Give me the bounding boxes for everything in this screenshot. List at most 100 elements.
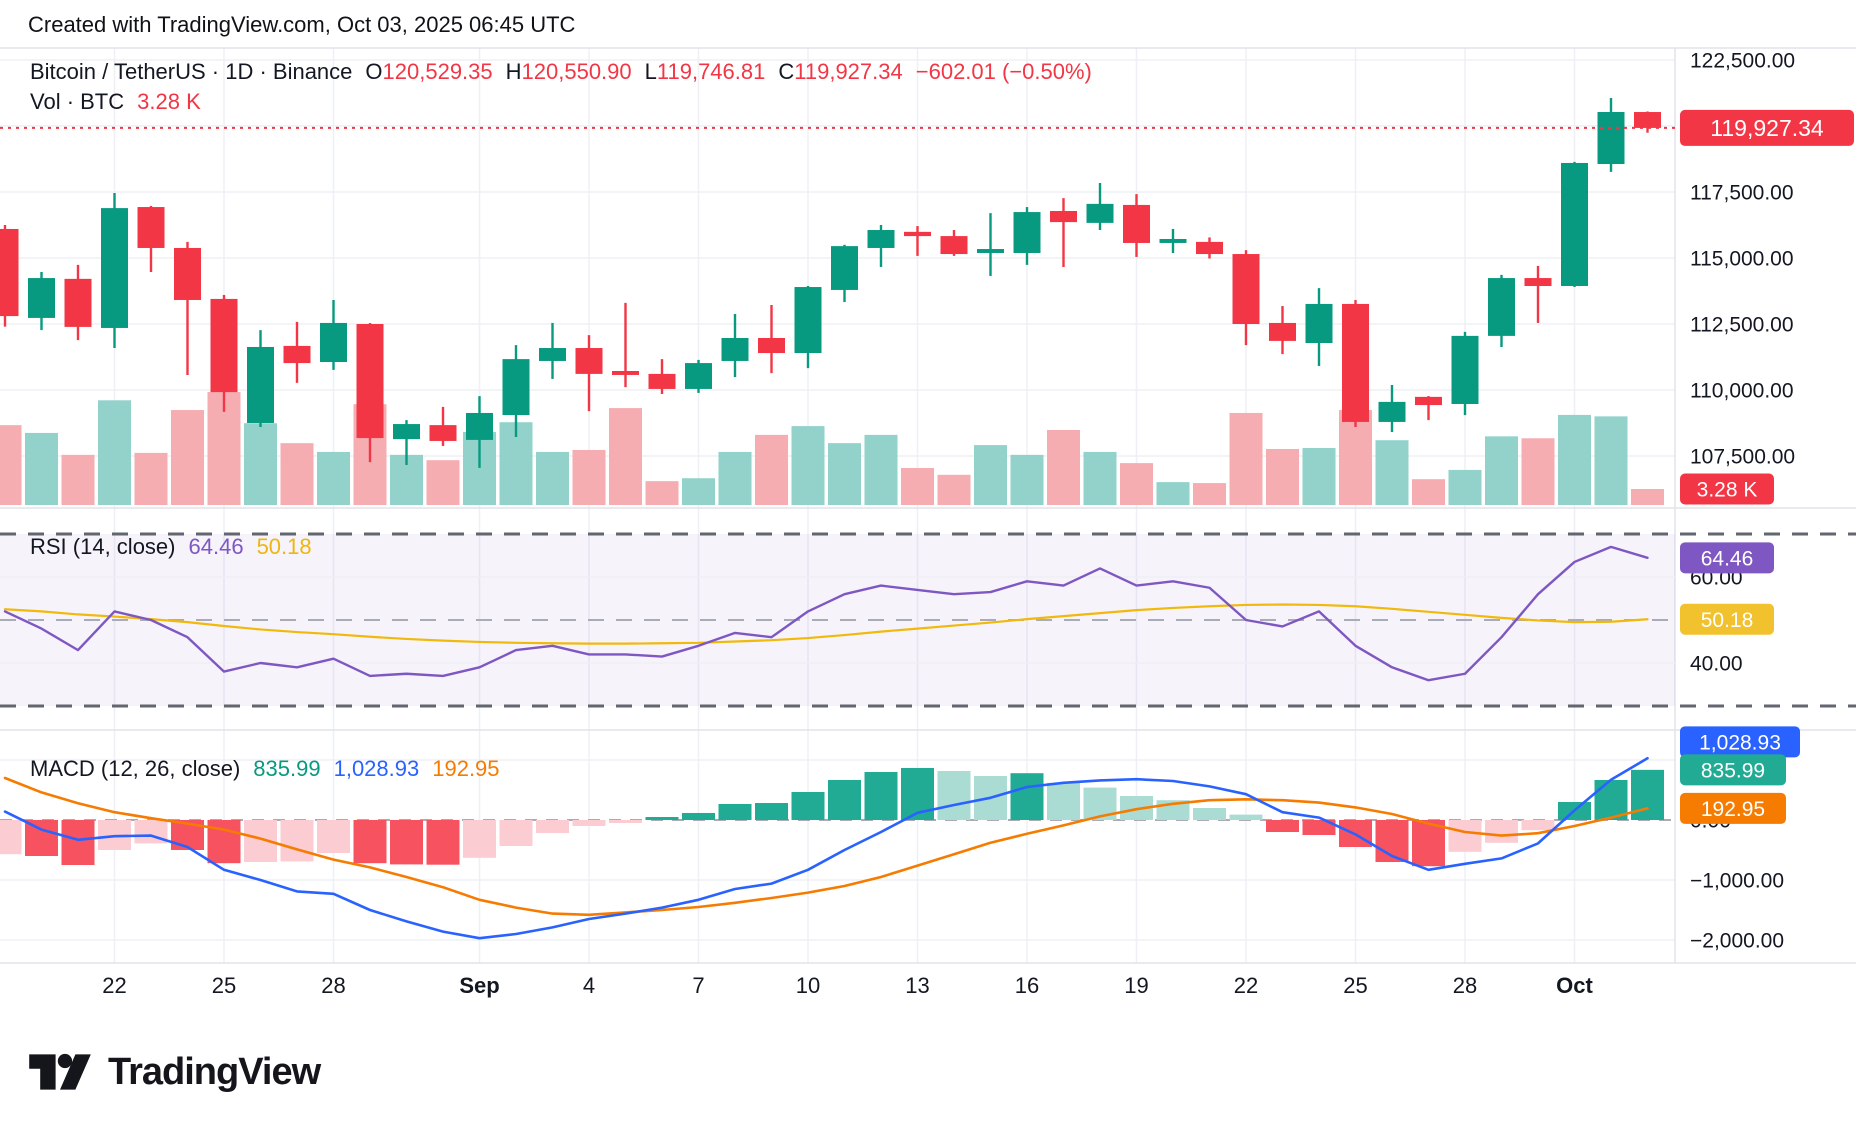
macd-histogram-bar[interactable]: [755, 803, 788, 820]
macd-histogram-bar[interactable]: [0, 820, 22, 855]
candle-body[interactable]: [1086, 203, 1114, 223]
volume-bar[interactable]: [1412, 479, 1445, 505]
x-axis-label[interactable]: 16: [1015, 973, 1039, 998]
macd-histogram-bar[interactable]: [572, 820, 606, 826]
volume-bar[interactable]: [98, 400, 131, 505]
candle-body[interactable]: [867, 230, 895, 248]
volume-bar[interactable]: [755, 434, 788, 505]
x-axis-label[interactable]: 10: [796, 973, 820, 998]
macd-histogram-bar[interactable]: [718, 803, 752, 820]
candle-body[interactable]: [502, 359, 530, 416]
volume-bar[interactable]: [244, 423, 277, 505]
macd-legend[interactable]: MACD (12, 26, close) 835.99 1,028.93 192…: [30, 756, 500, 782]
candles-layer[interactable]: [0, 98, 1661, 468]
volume-bar[interactable]: [1193, 483, 1226, 505]
volume-bar[interactable]: [1448, 469, 1482, 505]
candle-body[interactable]: [721, 337, 749, 361]
macd-histogram-bar[interactable]: [864, 772, 898, 820]
macd-histogram-bar[interactable]: [390, 820, 423, 865]
candle-body[interactable]: [1196, 241, 1223, 255]
candle-body[interactable]: [1232, 254, 1260, 324]
candle-body[interactable]: [539, 348, 566, 361]
x-axis-label[interactable]: 13: [905, 973, 929, 998]
macd-histogram-bar[interactable]: [61, 820, 95, 865]
symbol-title[interactable]: Bitcoin / TetherUS · 1D · Binance: [30, 59, 353, 84]
candle-body[interactable]: [320, 322, 347, 363]
x-axis-label[interactable]: 19: [1124, 973, 1148, 998]
candle-body[interactable]: [0, 228, 19, 317]
candle-body[interactable]: [940, 236, 968, 255]
candle-body[interactable]: [1050, 211, 1077, 223]
macd-histogram-bar[interactable]: [1521, 820, 1555, 831]
macd-histogram-bar[interactable]: [426, 820, 460, 865]
macd-histogram-bar[interactable]: [828, 779, 861, 820]
candle-body[interactable]: [1451, 335, 1479, 404]
volume-bar[interactable]: [645, 481, 679, 505]
candle-body[interactable]: [1342, 303, 1369, 422]
x-axis-label[interactable]: 7: [692, 973, 704, 998]
volume-bar[interactable]: [1010, 454, 1044, 505]
candle-body[interactable]: [1488, 278, 1515, 336]
candle-body[interactable]: [210, 298, 238, 393]
volume-bar[interactable]: [901, 467, 934, 505]
macd-histogram-bar[interactable]: [499, 820, 533, 846]
candle-body[interactable]: [466, 412, 493, 440]
macd-histogram-bar[interactable]: [645, 817, 679, 820]
volume-bar[interactable]: [1229, 412, 1263, 505]
rsi-layer[interactable]: [0, 532, 1856, 708]
volume-bar[interactable]: [609, 408, 642, 505]
candle-body[interactable]: [977, 249, 1004, 253]
volume-bar[interactable]: [1375, 440, 1409, 505]
macd-histogram-bar[interactable]: [353, 820, 387, 864]
volume-bar[interactable]: [171, 410, 204, 505]
macd-histogram-bar[interactable]: [1266, 820, 1299, 832]
macd-histogram-bar[interactable]: [1193, 808, 1226, 820]
x-axis-label[interactable]: Oct: [1556, 973, 1593, 998]
candle-body[interactable]: [1378, 401, 1406, 422]
candle-body[interactable]: [758, 337, 785, 354]
candle-body[interactable]: [64, 278, 92, 327]
macd-histogram-bar[interactable]: [280, 820, 314, 862]
volume-bar[interactable]: [317, 451, 350, 505]
x-axis-labels[interactable]: 22 25 28 Sep 4 7 10 13 16 19 22 25 28 Oct: [102, 973, 1593, 998]
candle-body[interactable]: [1159, 238, 1187, 243]
volume-bar[interactable]: [1083, 451, 1117, 505]
rsi-legend[interactable]: RSI (14, close) 64.46 50.18: [30, 534, 312, 560]
volume-bar[interactable]: [791, 426, 825, 505]
volume-bar[interactable]: [864, 434, 898, 505]
volume-bar[interactable]: [1266, 448, 1299, 505]
volume-bar[interactable]: [1485, 436, 1518, 505]
volume-bar[interactable]: [1594, 416, 1628, 505]
volume-bar[interactable]: [25, 432, 58, 505]
x-axis-label[interactable]: 28: [1453, 973, 1477, 998]
candle-body[interactable]: [1524, 278, 1552, 286]
volume-bar[interactable]: [1302, 448, 1336, 505]
x-axis-label[interactable]: 22: [1234, 973, 1258, 998]
macd-histogram-bar[interactable]: [1302, 820, 1336, 835]
volume-bar[interactable]: [280, 443, 314, 505]
macd-histogram-bar[interactable]: [1229, 814, 1263, 820]
volume-bar[interactable]: [61, 454, 95, 505]
macd-histogram-bar[interactable]: [463, 820, 496, 858]
macd-histogram-bar[interactable]: [1448, 820, 1482, 852]
macd-histogram-bar[interactable]: [1485, 820, 1518, 843]
volume-legend[interactable]: Vol · BTC 3.28 K: [30, 89, 201, 115]
volume-bar[interactable]: [1558, 414, 1591, 505]
x-axis-label[interactable]: Sep: [459, 973, 499, 998]
volume-bar[interactable]: [536, 451, 569, 505]
macd-histogram-bar[interactable]: [1412, 820, 1445, 867]
x-axis-label[interactable]: 25: [212, 973, 236, 998]
candle-body[interactable]: [685, 363, 712, 389]
volume-bar[interactable]: [718, 451, 752, 505]
candle-body[interactable]: [575, 348, 603, 374]
candle-body[interactable]: [1415, 396, 1442, 406]
volume-bar[interactable]: [974, 445, 1007, 505]
candle-body[interactable]: [174, 247, 201, 300]
volume-bar[interactable]: [1047, 430, 1080, 505]
candle-body[interactable]: [429, 425, 457, 441]
tradingview-logo[interactable]: TradingView: [28, 1050, 321, 1094]
macd-histogram-bar[interactable]: [791, 791, 825, 820]
volume-bar[interactable]: [572, 449, 606, 505]
macd-histogram-bar[interactable]: [937, 770, 971, 820]
macd-histogram-bar[interactable]: [317, 820, 350, 853]
